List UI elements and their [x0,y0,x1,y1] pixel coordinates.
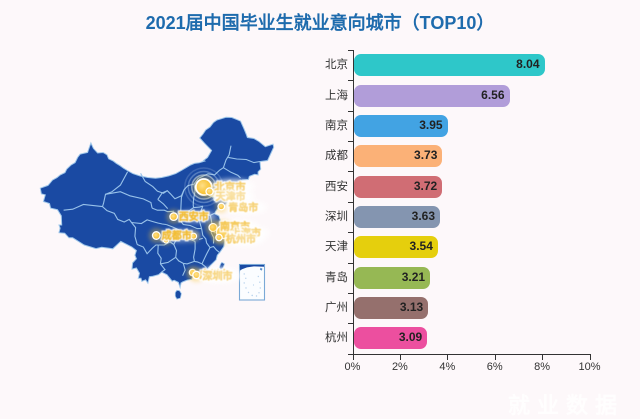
svg-text:西安市: 西安市 [179,210,209,223]
svg-text:西安市: 西安市 [179,210,209,223]
svg-text:成都市: 成都市 [162,229,192,242]
svg-text:成都市: 成都市 [162,229,192,242]
